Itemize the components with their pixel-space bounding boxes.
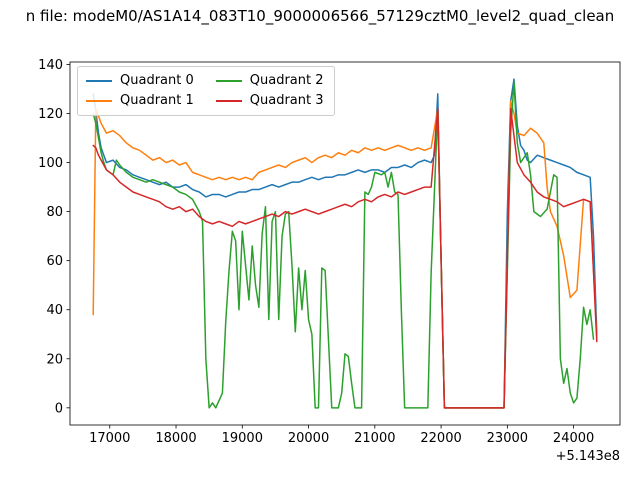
legend-item-quadrant-3: Quadrant 3 <box>215 93 324 108</box>
y-tick-label: 120 <box>38 107 63 122</box>
x-tick-label: 24000 <box>553 431 594 446</box>
series-line-quadrant-0 <box>92 78 598 409</box>
legend-line-sample-quadrant-0 <box>86 79 112 82</box>
y-tick-label: 80 <box>46 205 63 220</box>
legend: Quadrant 0 Quadrant 1 Quadrant 2 Quadran… <box>77 66 335 116</box>
legend-line-sample-quadrant-3 <box>215 99 242 102</box>
x-tick-label: 19000 <box>222 431 263 446</box>
x-tick-label: 20000 <box>288 431 329 446</box>
legend-line-sample-quadrant-2 <box>215 79 242 82</box>
axes-spines <box>69 61 621 426</box>
x-axis-offset-label: +5.143e8 <box>556 449 620 464</box>
y-tick-label: 20 <box>46 352 63 367</box>
y-tick-label: 140 <box>38 58 63 73</box>
legend-item-quadrant-0: Quadrant 0 <box>86 73 194 88</box>
legend-item-quadrant-2: Quadrant 2 <box>215 73 324 88</box>
legend-label-quadrant-1: Quadrant 1 <box>120 93 194 108</box>
y-tick-label: 100 <box>38 156 63 171</box>
legend-label-quadrant-2: Quadrant 2 <box>249 73 324 88</box>
legend-label-quadrant-3: Quadrant 3 <box>249 93 324 108</box>
legend-item-quadrant-1: Quadrant 1 <box>86 93 194 108</box>
series-line-quadrant-3 <box>92 107 598 409</box>
y-tick-label: 60 <box>46 254 63 269</box>
legend-label-quadrant-0: Quadrant 0 <box>120 73 194 88</box>
x-tick-label: 23000 <box>487 431 528 446</box>
x-tick-label: 21000 <box>354 431 395 446</box>
x-tick-label: 22000 <box>420 431 461 446</box>
series-line-quadrant-2 <box>92 80 595 409</box>
y-tick-label: 40 <box>46 303 63 318</box>
series-line-quadrant-1 <box>92 100 598 409</box>
y-tick-label: 0 <box>55 401 63 416</box>
x-tick-label: 17000 <box>89 431 130 446</box>
legend-line-sample-quadrant-1 <box>86 99 112 102</box>
chart-title: n file: modeM0/AS1A14_083T10_9000006566_… <box>25 7 615 25</box>
x-tick-label: 18000 <box>155 431 196 446</box>
